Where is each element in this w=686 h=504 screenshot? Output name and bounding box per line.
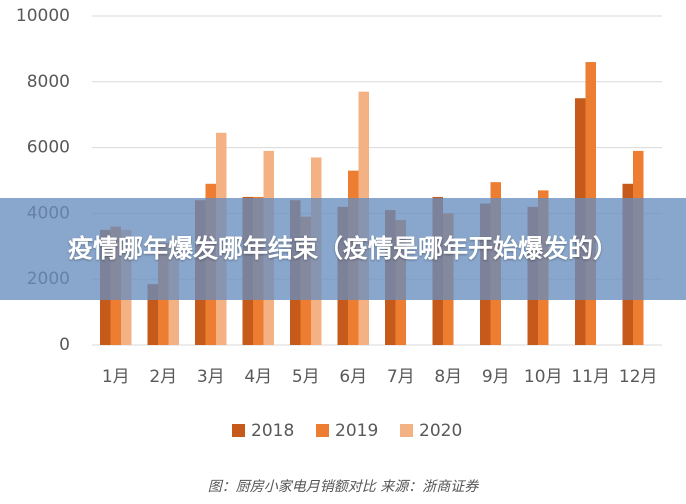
x-tick-label: 9月 (482, 367, 510, 387)
legend-label: 2019 (335, 421, 378, 441)
y-tick-label: 6000 (27, 138, 70, 158)
x-tick-label: 10月 (524, 367, 563, 387)
x-tick-label: 3月 (197, 367, 225, 387)
legend-swatch (400, 424, 413, 437)
x-tick-label: 8月 (434, 367, 462, 387)
y-tick-label: 10000 (16, 6, 70, 26)
y-tick-label: 0 (59, 335, 70, 355)
y-tick-label: 8000 (27, 72, 70, 92)
x-tick-label: 11月 (571, 367, 610, 387)
chart-title: 疫情哪年爆发哪年结束（疫情是哪年开始爆发的） (67, 234, 618, 263)
x-tick-label: 4月 (244, 367, 272, 387)
legend-swatch (232, 424, 245, 437)
legend-swatch (316, 424, 329, 437)
x-tick-label: 1月 (102, 367, 130, 387)
bar (147, 284, 158, 345)
x-tick-label: 5月 (292, 367, 320, 387)
title-banner: 疫情哪年爆发哪年结束（疫情是哪年开始爆发的） (0, 198, 686, 300)
caption: 图：厨房小家电月销额对比 来源：浙商证券 (208, 479, 479, 495)
legend-label: 2020 (419, 421, 462, 441)
x-tick-label: 7月 (387, 367, 415, 387)
legend-label: 2018 (251, 421, 294, 441)
x-tick-label: 2月 (149, 367, 177, 387)
x-tick-label: 6月 (339, 367, 367, 387)
x-tick-label: 12月 (619, 367, 658, 387)
